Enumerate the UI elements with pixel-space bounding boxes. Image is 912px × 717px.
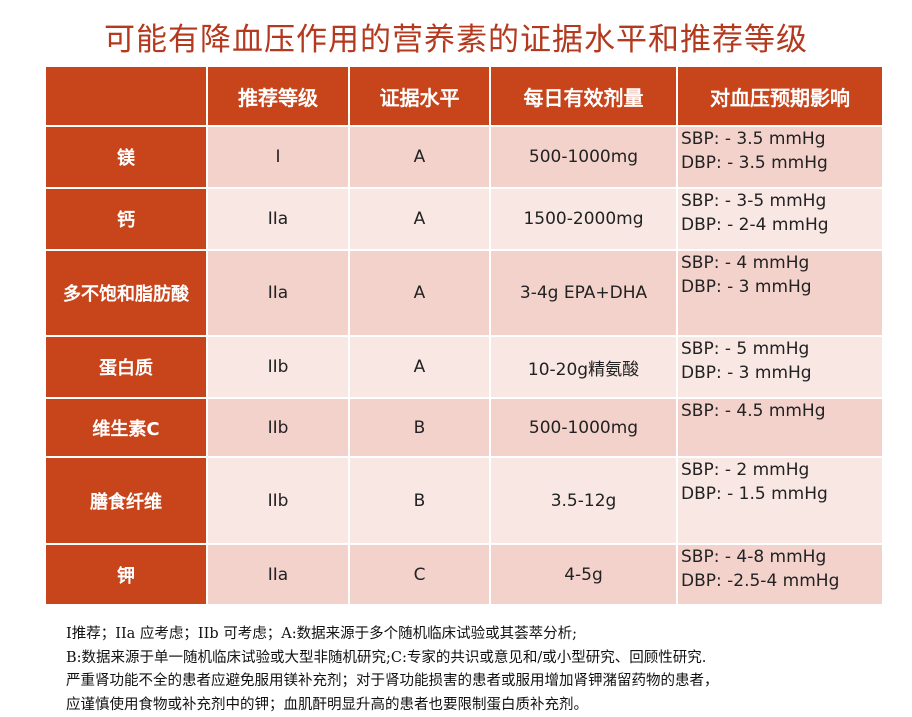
effect-line: SBP: - 4-8 mmHg [681,547,827,567]
table-cell: IIa [207,250,349,336]
table-cell: B [349,457,490,544]
table-cell: 4-5g [490,544,677,605]
effect-line: SBP: - 4 mmHg [681,253,810,273]
table-cell: A [349,336,490,398]
header-cell: 对血压预期影响 [677,66,883,126]
effect-line: DBP: -2.5-4 mmHg [681,571,840,591]
effect-cell: SBP: - 4.5 mmHg [677,398,883,457]
effect-line: DBP: - 3.5 mmHg [681,153,828,173]
effect-line: SBP: - 5 mmHg [681,339,810,359]
table-cell: B [349,398,490,457]
header-cell: 推荐等级 [207,66,349,126]
footnote: 应谨慎使用食物或补充剂中的钾；血肌酐明显升高的患者也要限制蛋白质补充剂。 [66,696,588,713]
table-cell: IIb [207,336,349,398]
table-cell: 500-1000mg [490,398,677,457]
effect-line: DBP: - 3 mmHg [681,363,812,383]
header-cell: 证据水平 [349,66,490,126]
footnote: B:数据来源于单一随机临床试验或大型非随机研究;C:专家的共识或意见和/或小型研… [66,649,707,666]
effect-line: SBP: - 4.5 mmHg [681,401,826,421]
table-cell: IIb [207,398,349,457]
table-cell: A [349,188,490,250]
table-cell: IIa [207,544,349,605]
table-cell: A [349,126,490,188]
footnote: 严重肾功能不全的患者应避免服用镁补充剂；对于肾功能损害的患者或服用增加肾钾潴留药… [66,673,719,689]
effect-line: SBP: - 3-5 mmHg [681,191,827,211]
effect-line: DBP: - 3 mmHg [681,277,812,297]
effect-cell: SBP: - 4-8 mmHg DBP: -2.5-4 mmHg [677,544,883,605]
effect-cell: SBP: - 2 mmHg DBP: - 1.5 mmHg [677,457,883,544]
table-cell: 3-4g EPA+DHA [490,250,677,336]
effect-line: SBP: - 3.5 mmHg [681,129,826,149]
effect-cell: SBP: - 3.5 mmHg DBP: - 3.5 mmHg [677,126,883,188]
table-cell: C [349,544,490,605]
table-cell: 3.5-12g [490,457,677,544]
effect-cell: SBP: - 4 mmHg DBP: - 3 mmHg [677,250,883,336]
effect-cell: SBP: - 3-5 mmHg DBP: - 2-4 mmHg [677,188,883,250]
effect-line: SBP: - 2 mmHg [681,460,810,480]
title: 可能有降血压作用的营养素的证据水平和推荐等级 [104,22,808,58]
table-cell: A [349,250,490,336]
footnote: I推荐；IIa 应考虑；IIb 可考虑；A:数据来源于多个随机临床试验或其荟萃分… [66,626,578,642]
header-cell: 每日有效剂量 [490,66,677,126]
table-cell: IIb [207,457,349,544]
table-cell: IIa [207,188,349,250]
row-label: 镁 [45,126,207,188]
effect-line: DBP: - 1.5 mmHg [681,484,828,504]
table-cell: 1500-2000mg [490,188,677,250]
header-cell [45,66,207,126]
row-label: 多不饱和脂肪酸 [45,250,207,336]
table-cell: 500-1000mg [490,126,677,188]
effect-cell: SBP: - 5 mmHg DBP: - 3 mmHg [677,336,883,398]
table-cell: 10-20g精氨酸 [490,336,677,398]
row-label: 维生素C [45,398,207,457]
row-label: 钾 [45,544,207,605]
table-cell: I [207,126,349,188]
row-label: 钙 [45,188,207,250]
row-label: 膳食纤维 [45,457,207,544]
effect-line: DBP: - 2-4 mmHg [681,215,829,235]
row-label: 蛋白质 [45,336,207,398]
